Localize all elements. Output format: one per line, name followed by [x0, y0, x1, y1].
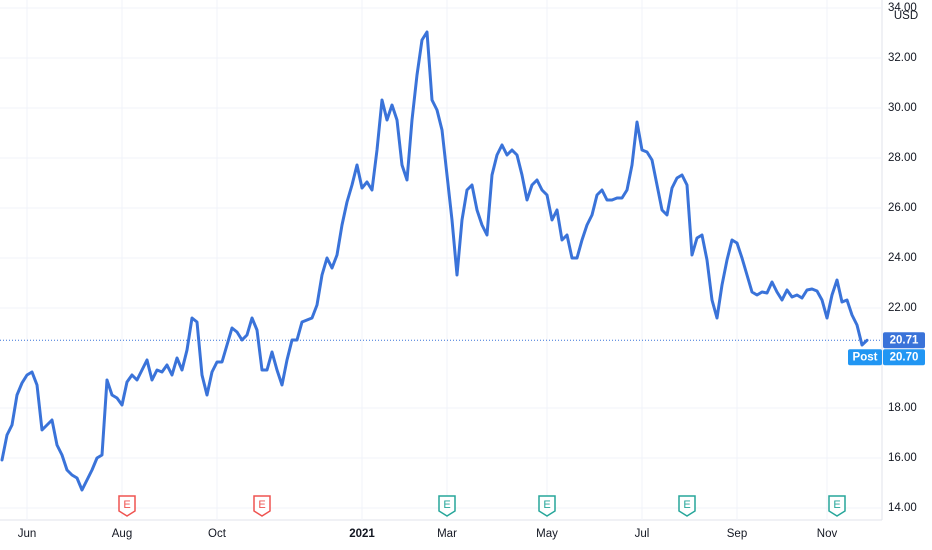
earnings-badge	[678, 495, 696, 517]
last-price-label: 20.71	[890, 334, 919, 346]
y-tick-label: 18.00	[888, 402, 917, 414]
x-tick-label: Jun	[18, 528, 37, 540]
y-tick-label: 28.00	[888, 152, 917, 164]
earnings-label: E	[833, 499, 840, 511]
earnings-marker: E	[253, 495, 271, 517]
x-tick-label: Nov	[817, 528, 838, 540]
earnings-marker: E	[538, 495, 556, 517]
x-tick-label: Mar	[437, 528, 457, 540]
x-tick-label: Sep	[727, 528, 747, 540]
y-tick-label: 24.00	[888, 252, 917, 264]
x-tick-label: 2021	[349, 528, 375, 540]
post-name-box	[848, 349, 882, 366]
y-tick-label: 14.00	[888, 502, 917, 514]
earnings-marker: E	[118, 495, 136, 517]
y-tick-label: 30.00	[888, 102, 917, 114]
earnings-badge	[538, 495, 556, 517]
earnings-label: E	[683, 499, 690, 511]
earnings-label: E	[543, 499, 550, 511]
x-tick-label: Oct	[208, 528, 227, 540]
earnings-badge	[438, 495, 456, 517]
post-price-box	[883, 349, 925, 366]
earnings-label: E	[123, 499, 130, 511]
earnings-marker: E	[828, 495, 846, 517]
x-tick-label: Aug	[112, 528, 132, 540]
y-tick-label: 22.00	[888, 302, 917, 314]
price-line	[0, 30, 869, 492]
post-name: Post	[853, 351, 878, 363]
earnings-label: E	[443, 499, 450, 511]
earnings-badge	[828, 495, 846, 517]
x-tick-label: May	[536, 528, 558, 540]
earnings-badge	[118, 495, 136, 517]
earnings-marker: E	[438, 495, 456, 517]
grid	[0, 0, 882, 520]
earnings-marker: E	[678, 495, 696, 517]
last-price-box	[883, 332, 925, 349]
earnings-label: E	[258, 499, 265, 511]
y-tick-label: 32.00	[888, 52, 917, 64]
earnings-badge	[253, 495, 271, 517]
currency-label: USD	[894, 10, 918, 22]
y-tick-label: 26.00	[888, 202, 917, 214]
y-tick-label: 34.00	[888, 2, 917, 14]
x-tick-label: Jul	[635, 528, 650, 540]
post-price-label: 20.70	[890, 351, 919, 363]
y-tick-label: 16.00	[888, 452, 917, 464]
